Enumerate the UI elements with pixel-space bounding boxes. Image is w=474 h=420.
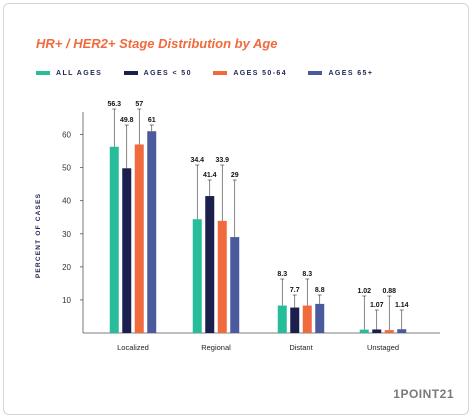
- x-tick-label: Localized: [117, 343, 149, 352]
- y-axis-title: PERCENT OF CASES: [35, 193, 42, 278]
- brand-logo: 1POINT21: [393, 387, 454, 401]
- bar: [315, 303, 325, 333]
- data-label: 1.02: [357, 288, 371, 295]
- bar: [290, 307, 300, 333]
- y-tick-label: 60: [62, 131, 71, 140]
- legend-label: ALL AGES: [56, 69, 103, 77]
- bar: [205, 196, 215, 333]
- bar: [359, 329, 369, 333]
- legend-label: AGES 50-64: [233, 69, 288, 77]
- legend-swatch: [213, 71, 228, 75]
- x-tick-label: Unstaged: [367, 343, 399, 352]
- bar: [372, 329, 382, 333]
- x-tick-label: Regional: [201, 343, 231, 352]
- y-tick-label: 20: [62, 263, 71, 272]
- chart-title: HR+ / HER2+ Stage Distribution by Age: [36, 36, 278, 51]
- y-tick-label: 10: [62, 296, 71, 305]
- chart-bars: [109, 131, 407, 333]
- bar: [109, 146, 119, 333]
- y-tick-label: 30: [62, 230, 71, 239]
- bar: [134, 144, 144, 333]
- legend-item: AGES 50-64: [213, 70, 287, 77]
- data-label: 1.07: [370, 302, 384, 309]
- legend-label: AGES < 50: [143, 69, 192, 77]
- data-label: 56.3: [107, 101, 121, 108]
- data-label: 34.4: [190, 157, 204, 164]
- data-label: 0.88: [382, 288, 396, 295]
- chart-legend: ALL AGES AGES < 50 AGES 50-64 AGES 65+: [36, 62, 390, 77]
- bar: [122, 168, 132, 333]
- x-tick-label: Distant: [289, 343, 313, 352]
- legend-item: AGES 65+: [308, 70, 373, 77]
- data-label: 8.3: [302, 271, 312, 278]
- data-label: 8.3: [277, 271, 287, 278]
- legend-label: AGES 65+: [328, 69, 374, 77]
- bar: [192, 219, 202, 333]
- data-label: 57: [135, 101, 143, 108]
- data-label: 49.8: [120, 117, 134, 124]
- bar: [397, 329, 407, 333]
- y-tick-label: 40: [62, 197, 71, 206]
- bar: [230, 237, 240, 333]
- bar: [277, 305, 287, 333]
- data-label: 1.14: [395, 302, 409, 309]
- chart-data-labels: 56.3 49.8 57 61 34.4 41.4 33.9 29 8.3 7.7 8.3 8.8 1.…: [107, 101, 409, 331]
- legend-item: AGES < 50: [123, 69, 192, 77]
- bar: [217, 220, 227, 333]
- data-label: 41.4: [203, 172, 217, 179]
- data-label: 33.9: [215, 157, 229, 164]
- data-label: 61: [148, 117, 156, 124]
- legend-swatch: [308, 71, 323, 75]
- legend-item: ALL AGES: [36, 70, 102, 77]
- data-label: 8.8: [315, 287, 325, 294]
- bar: [147, 131, 157, 333]
- data-label: 29: [231, 172, 239, 179]
- data-label: 7.7: [290, 287, 300, 294]
- legend-swatch: [123, 71, 138, 75]
- y-tick-label: 50: [62, 164, 71, 173]
- legend-swatch: [36, 71, 50, 75]
- bar: [302, 305, 312, 333]
- chart-card: [3, 3, 469, 415]
- bar: [384, 330, 394, 333]
